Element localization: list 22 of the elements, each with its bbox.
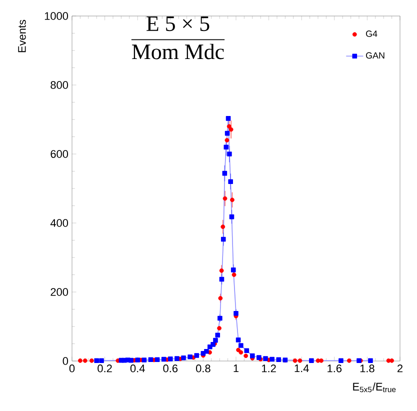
x-tick-label: 1.2: [262, 364, 276, 372]
x-axis-title: E$_{5x5}$/E$_{true}$: [353, 382, 396, 392]
y-tick-label: 600: [50, 150, 68, 158]
x-tick-label: 0.4: [130, 364, 145, 372]
x-tick-label: 0.8: [196, 364, 210, 372]
y-tick-label: 1000: [44, 12, 68, 20]
y-tick-label: 200: [50, 288, 68, 296]
x-tick-label: 1.8: [360, 364, 374, 372]
legend-label: G4: [366, 30, 378, 37]
x-tick-label: 0.6: [163, 364, 178, 372]
x-tick-label: 0.2: [98, 364, 112, 372]
x-tick-label: 1.6: [328, 364, 342, 372]
y-tick-label: 800: [50, 81, 68, 89]
legend-label: GAN: [366, 52, 384, 59]
y-axis-title: Events: [18, 20, 26, 52]
x-tick-label: 1.4: [294, 364, 309, 372]
x-tick-label: 1: [234, 364, 239, 372]
y-tick-label: 400: [50, 219, 68, 227]
y-tick-label: 0: [62, 357, 68, 365]
x-tick-label: 0: [69, 364, 75, 372]
text: $\frac{\text{E 5 × 5}}{\text{Mom Mdc}}$: [131, 16, 225, 60]
x-tick-label: 2: [398, 364, 403, 372]
